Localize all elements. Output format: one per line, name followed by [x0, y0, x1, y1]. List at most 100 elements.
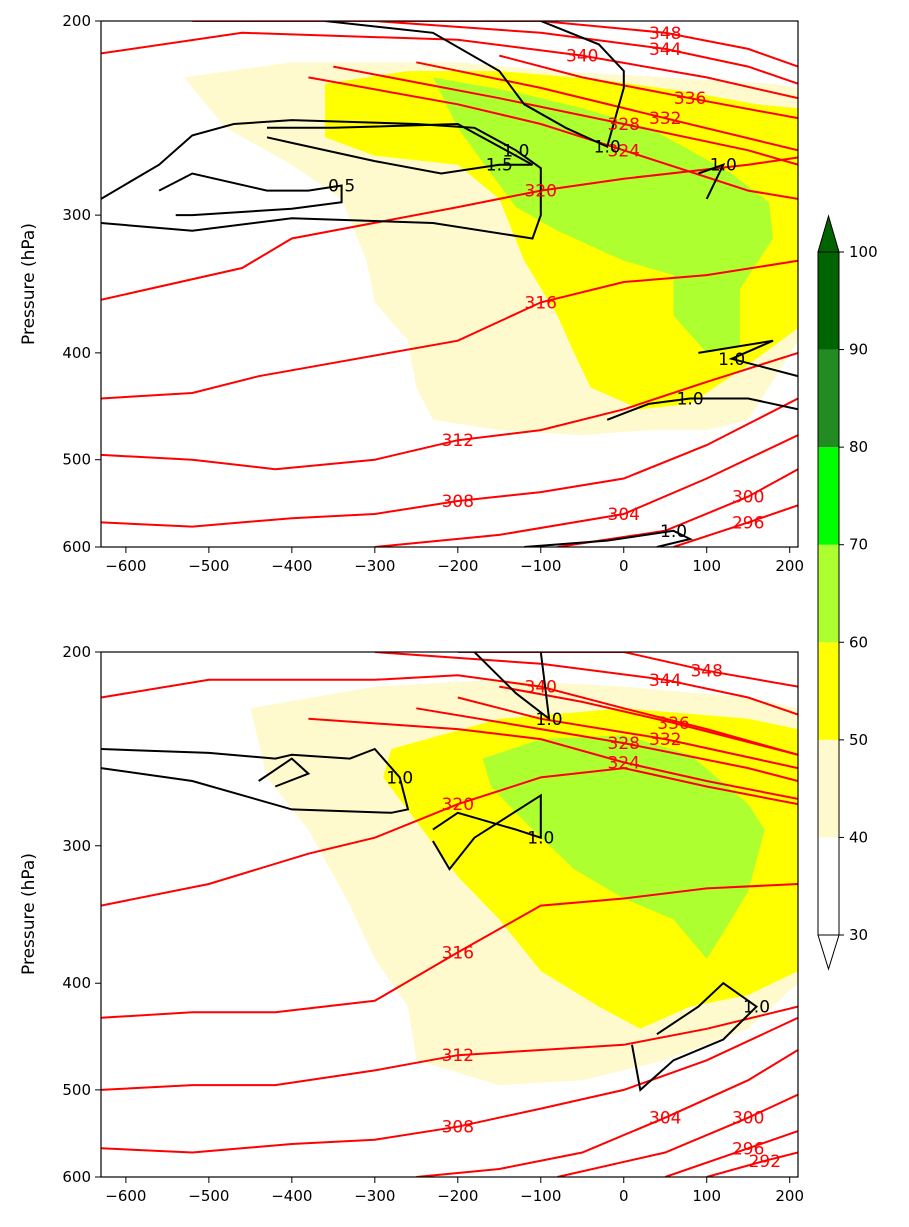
black-contour-label: 1.0 — [743, 998, 770, 1018]
colorbar-segment — [818, 642, 839, 740]
y-axis-label: Pressure (hPa) — [19, 223, 39, 345]
colorbar-segment — [818, 252, 839, 350]
black-contour — [258, 757, 311, 788]
colorbar-extend-max — [817, 214, 840, 253]
colorbar-tick-label: 30 — [849, 926, 868, 944]
theta-contour-320 — [101, 767, 798, 907]
theta-contour-316 — [101, 883, 798, 1019]
x-tick-label: −300 — [354, 1187, 395, 1205]
black-contour — [324, 21, 625, 148]
black-contour — [698, 339, 798, 378]
theta-contour-332 — [457, 696, 798, 770]
y-tick-label: 400 — [62, 344, 91, 362]
black-contour — [101, 747, 410, 814]
theta-label: 308 — [442, 1118, 474, 1138]
black-contour — [524, 529, 694, 547]
black-contour-label: 1.0 — [527, 829, 554, 849]
theta-label: 332 — [649, 109, 681, 129]
black-contour-label: 1.0 — [710, 156, 737, 176]
theta-contour-340 — [101, 674, 798, 756]
theta-label: 316 — [525, 293, 557, 313]
x-tick-label: 100 — [692, 557, 721, 575]
theta-contour-300 — [557, 468, 798, 547]
theta-label: 304 — [608, 505, 640, 525]
theta-contour-312 — [101, 1005, 798, 1091]
black-contour-label: 1.0 — [660, 522, 687, 542]
theta-label: 292 — [749, 1152, 781, 1172]
colorbar-segment — [818, 349, 839, 448]
colorbar-tick-label: 80 — [849, 438, 868, 456]
theta-label: 300 — [732, 1109, 764, 1129]
colorbar-tick-label: 100 — [849, 243, 878, 261]
black-contour — [101, 119, 542, 240]
theta-contour-348 — [192, 21, 798, 68]
colorbar-segment — [818, 544, 839, 643]
theta-label: 312 — [442, 431, 474, 451]
colorbar-tick-label: 90 — [849, 341, 868, 359]
fill-region-60-70 — [482, 735, 765, 959]
theta-label: 312 — [442, 1046, 474, 1066]
theta-label: 344 — [649, 671, 681, 691]
fill-region-60-70 — [432, 77, 774, 353]
black-contour — [266, 122, 533, 175]
theta-label: 328 — [608, 734, 640, 754]
x-tick-label: −200 — [437, 1187, 478, 1205]
theta-label: 344 — [649, 40, 681, 60]
theta-label: 340 — [525, 678, 557, 698]
black-contour-label: 0.5 — [328, 177, 355, 197]
theta-contour-320 — [101, 156, 798, 301]
x-tick-label: 100 — [692, 1187, 721, 1205]
theta-label: 308 — [442, 492, 474, 512]
black-contour — [158, 172, 343, 217]
theta-label: 336 — [674, 89, 706, 109]
colorbar-extend-min — [817, 934, 840, 971]
y-tick-label: 200 — [62, 643, 91, 661]
black-contour-label: 1.0 — [677, 390, 704, 410]
colorbar-tick-label: 60 — [849, 633, 868, 651]
axes-frame — [100, 20, 799, 548]
y-tick-label: 300 — [62, 837, 91, 855]
y-tick-label: 600 — [62, 1168, 91, 1186]
colorbar-segment — [818, 739, 839, 838]
x-tick-label: −100 — [520, 557, 561, 575]
black-contour — [698, 162, 726, 200]
theta-contour-324 — [308, 717, 798, 800]
y-tick-label: 500 — [62, 1081, 91, 1099]
colorbar: 30 40 50 60 70 80 90 100 — [817, 214, 878, 971]
x-tick-label: −500 — [188, 557, 229, 575]
theta-contour-328 — [416, 707, 798, 782]
theta-label: 336 — [657, 714, 689, 734]
theta-label: 348 — [690, 662, 722, 682]
colorbar-tick-label: 40 — [849, 828, 868, 846]
black-contour-label: 1.0 — [502, 141, 529, 161]
theta-label: 316 — [442, 943, 474, 963]
black-contour-label: 1.0 — [386, 768, 413, 788]
theta-contour-344 — [374, 652, 798, 716]
theta-contour-300 — [557, 1093, 798, 1177]
theta-label: 304 — [649, 1109, 681, 1129]
theta-label: 324 — [608, 753, 640, 773]
theta-contour-332 — [416, 61, 798, 152]
x-tick-label: 0 — [619, 557, 629, 575]
colorbar-segment — [818, 447, 839, 545]
plot-area: 3483443403363323283243203163123083043002… — [101, 21, 798, 547]
theta-label: 348 — [649, 24, 681, 44]
theta-label: 324 — [608, 141, 640, 161]
x-tick-label: −400 — [271, 1187, 312, 1205]
theta-contour-304 — [416, 1049, 798, 1177]
theta-label: 328 — [608, 115, 640, 135]
theta-label: 320 — [525, 182, 557, 202]
theta-contour-292 — [706, 1151, 798, 1177]
black-contour-label: 1.0 — [536, 710, 563, 730]
theta-contour-340 — [101, 31, 798, 100]
theta-label: 332 — [649, 730, 681, 750]
x-tick-label: −200 — [437, 557, 478, 575]
theta-contour-336 — [499, 685, 798, 756]
x-tick-label: 200 — [775, 557, 804, 575]
black-contour-label: 1.0 — [718, 350, 745, 370]
x-tick-label: −600 — [105, 557, 146, 575]
